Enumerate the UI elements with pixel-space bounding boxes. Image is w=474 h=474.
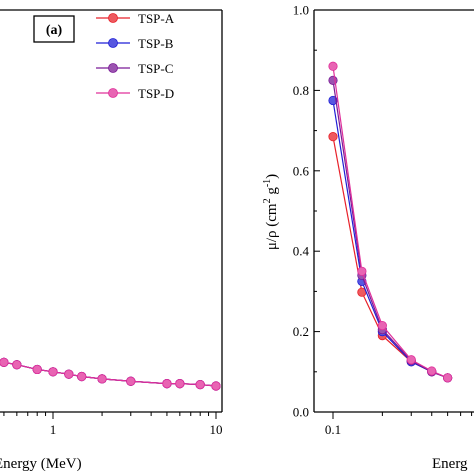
left-point-tsp-d — [195, 379, 205, 390]
left-point-tsp-d — [32, 364, 42, 375]
legend-label-tsp-c: TSP-C — [138, 61, 173, 76]
legend-swatch-marker — [108, 63, 118, 73]
legend-swatch-marker — [108, 88, 118, 98]
y-title-part-sup: 2 — [262, 198, 273, 203]
legend-item-tsp-c: TSP-C — [96, 61, 173, 76]
panel-tag-box — [33, 15, 75, 43]
right-y-tick-label-0-2: 0.2 — [293, 324, 309, 339]
right-panel: 0.0 0.2 0.4 0.6 0.8 1.0 0.1 μ/ρ (cm2 g-1) Ene… — [262, 3, 474, 472]
left-point-tsp-d — [0, 357, 9, 367]
left-point-tsp-d — [175, 379, 185, 389]
left-x-tick-label-1: 1 — [50, 422, 57, 437]
right-series-line-tsp-a — [332, 136, 448, 379]
right-series-tsp-c — [328, 75, 453, 383]
legend-label-tsp-a: TSP-A — [138, 11, 175, 26]
legend-label-tsp-b: TSP-B — [138, 36, 174, 51]
left-x-axis-title: Energy (MeV) — [0, 456, 82, 472]
left-point-tsp-d — [162, 379, 172, 389]
right-x-tick-label-0-1: 0.1 — [325, 422, 341, 437]
legend-item-tsp-b: TSP-B — [96, 36, 174, 51]
left-point-tsp-d — [48, 367, 58, 377]
right-y-tick-label-0-8: 0.8 — [293, 83, 309, 98]
right-y-axis-title: μ/ρ (cm2 g-1) — [262, 174, 280, 250]
right-point-tsp-d — [377, 320, 387, 331]
left-x-tick-label-10: 10 — [210, 422, 223, 437]
left-series-group — [0, 357, 221, 391]
y-title-part-main: μ/ρ (cm — [264, 203, 280, 250]
right-y-tick-label-0-4: 0.4 — [293, 244, 310, 259]
right-x-axis-title: Energ — [432, 456, 468, 472]
right-series-line-tsp-b — [332, 100, 448, 379]
legend-swatch-marker — [108, 13, 118, 23]
y-title-part-end: ) — [264, 174, 280, 179]
right-y-ticks: 0.0 0.2 0.4 0.6 0.8 1.0 — [293, 3, 320, 420]
right-y-tick-label-1-0: 1.0 — [293, 3, 309, 18]
right-y-tick-label-0-6: 0.6 — [293, 163, 310, 178]
legend-label-tsp-d: TSP-D — [138, 86, 174, 101]
right-point-tsp-a — [328, 132, 338, 142]
legend-item-tsp-a: TSP-A — [96, 11, 175, 26]
left-x-ticks: 1 10 — [3, 412, 223, 437]
right-series-tsp-b — [328, 95, 453, 383]
right-series-group — [328, 61, 453, 383]
right-y-tick-label-0-0: 0.0 — [293, 405, 309, 420]
left-point-tsp-d — [211, 381, 221, 391]
legend-item-tsp-d: TSP-D — [96, 86, 174, 101]
right-point-tsp-d — [443, 373, 453, 383]
right-point-tsp-d — [328, 61, 338, 71]
left-panel: 1 10 (a) TSP-A TSP-B TSP-C TSP-D Energy (MeV… — [0, 9, 223, 472]
left-point-tsp-d — [64, 369, 74, 379]
left-point-tsp-d — [97, 374, 107, 384]
right-series-tsp-d — [328, 61, 453, 383]
left-point-tsp-d — [126, 376, 136, 386]
y-title-part-sup2: -1 — [262, 179, 273, 187]
right-series-line-tsp-d — [332, 66, 448, 379]
right-point-tsp-d — [427, 366, 437, 376]
legend-swatch-marker — [108, 38, 118, 48]
left-point-tsp-d — [12, 360, 22, 370]
right-point-tsp-d — [357, 266, 367, 276]
left-point-tsp-d — [77, 371, 87, 382]
y-title-part-mid: g — [264, 187, 280, 199]
left-series-tsp-d — [0, 357, 221, 391]
right-x-ticks: 0.1 — [325, 412, 473, 437]
right-point-tsp-d — [406, 355, 416, 365]
panel-tag-label: (a) — [46, 23, 63, 38]
legend: TSP-A TSP-B TSP-C TSP-D — [96, 11, 175, 101]
